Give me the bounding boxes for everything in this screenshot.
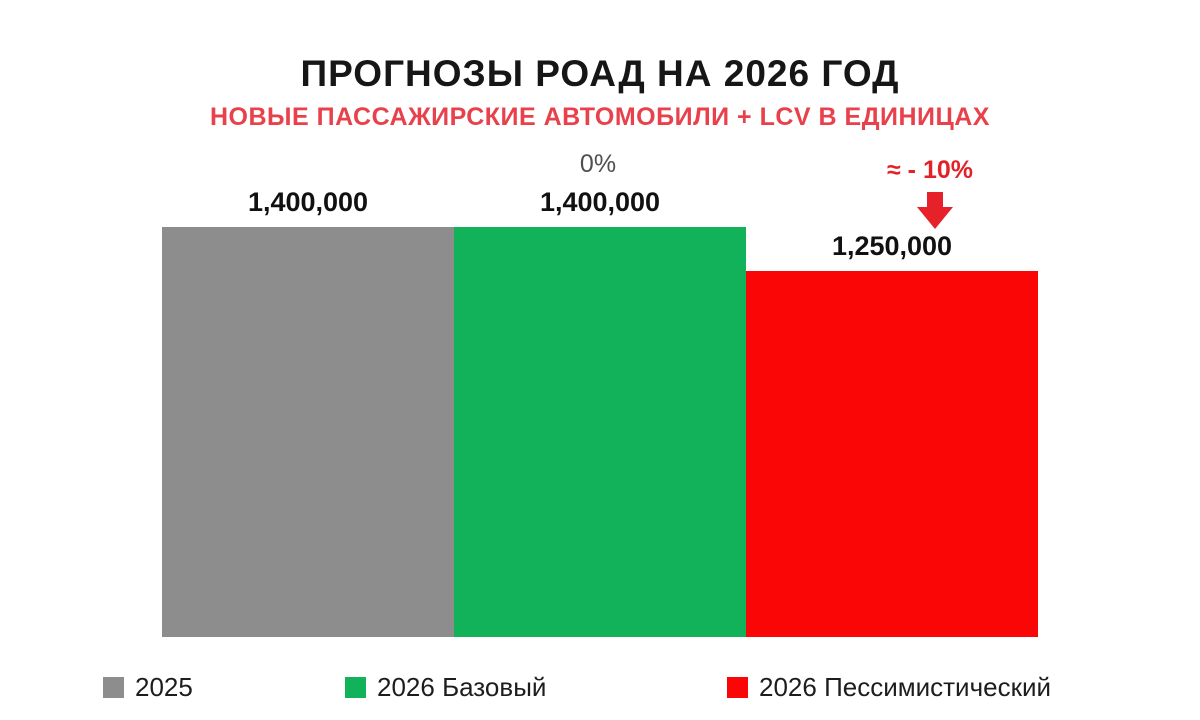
annotation-minus-10-percent: ≈ - 10% — [887, 156, 973, 184]
legend-label: 2026 Базовый — [377, 672, 547, 702]
bar-column-2: 1,250,000 — [746, 227, 1038, 637]
down-arrow-icon — [913, 191, 957, 231]
legend-label: 2025 — [135, 672, 193, 702]
bar-column-1: 1,400,000 — [454, 187, 746, 637]
bar-1 — [454, 227, 746, 637]
legend-item-2026-pessimistic: 2026 Пессимистический — [727, 672, 1051, 703]
bar-column-0: 1,400,000 — [162, 187, 454, 637]
bar-value-label: 1,400,000 — [247, 187, 369, 217]
annotation-zero-percent: 0% — [579, 150, 617, 178]
bar-2 — [746, 271, 1038, 637]
legend-swatch-2026-base — [345, 677, 366, 698]
legend-swatch-2025 — [103, 677, 124, 698]
legend-label: 2026 Пессимистический — [759, 672, 1051, 702]
legend-item-2026-base: 2026 Базовый — [345, 672, 546, 703]
bar-chart: 1,400,000 1,400,000 1,250,000 — [162, 187, 1038, 637]
chart-title: ПРОГНОЗЫ РОАД НА 2026 ГОД — [300, 53, 900, 94]
chart-subtitle: НОВЫЕ ПАССАЖИРСКИЕ АВТОМОБИЛИ + LCV В ЕД… — [210, 103, 990, 131]
bar-value-label: 1,250,000 — [831, 231, 953, 261]
legend-item-2025: 2025 — [103, 672, 193, 703]
legend-swatch-2026-pessimistic — [727, 677, 748, 698]
bar-0 — [162, 227, 454, 637]
bar-value-label: 1,400,000 — [539, 187, 661, 217]
